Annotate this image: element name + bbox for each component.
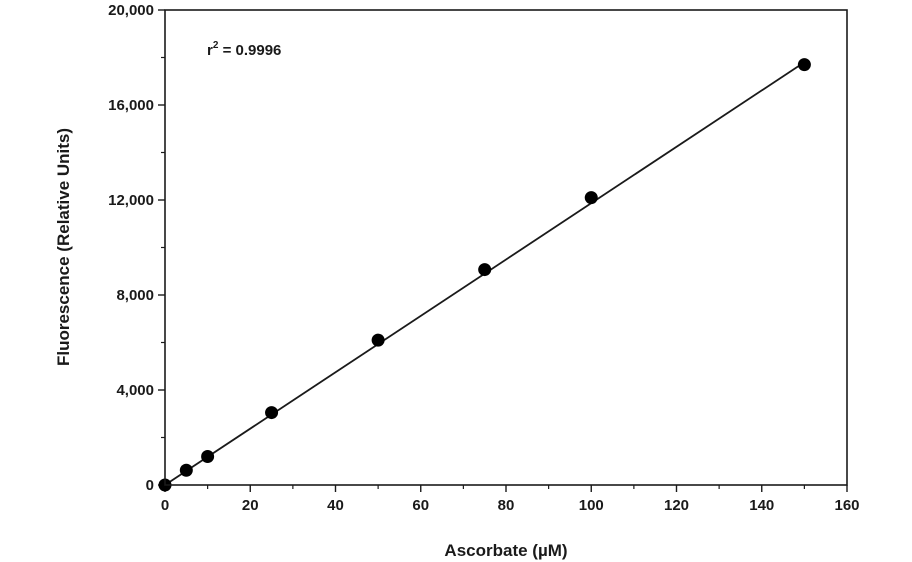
x-tick-label: 160 [834, 497, 859, 514]
y-tick-label: 0 [146, 477, 154, 494]
tick-labels: 0 20 40 60 80 100 120 140 160 0 4,000 8,000 12,000 16… [108, 2, 859, 514]
x-tick-label: 0 [161, 497, 169, 514]
x-tick-label: 40 [327, 497, 344, 514]
y-tick-label: 4,000 [116, 382, 154, 399]
x-tick-label: 20 [242, 497, 259, 514]
y-tick-label: 16,000 [108, 97, 154, 114]
x-tick-label: 100 [579, 497, 604, 514]
data-point [478, 263, 492, 277]
r-squared-superscript: 2 [213, 40, 219, 51]
r-squared-base: r [207, 42, 213, 59]
x-tick-label: 80 [498, 497, 515, 514]
y-axis-title: Fluorescence (Relative Units) [54, 128, 73, 366]
y-tick-label: 8,000 [116, 287, 154, 304]
data-point [371, 333, 385, 347]
y-tick-label: 12,000 [108, 192, 154, 209]
data-point [179, 463, 193, 477]
data-point [265, 406, 279, 420]
x-tick-label: 140 [749, 497, 774, 514]
x-tick-label: 120 [664, 497, 689, 514]
data-point [201, 450, 215, 463]
x-tick-label: 60 [412, 497, 429, 514]
data-points [158, 58, 811, 492]
axis-ticks [158, 9, 848, 492]
data-point [584, 191, 598, 205]
r-squared-value: = 0.9996 [218, 42, 281, 59]
x-axis-title: Ascorbate (µM) [444, 541, 567, 560]
y-tick-label: 20,000 [108, 2, 154, 19]
data-point [797, 58, 811, 72]
plot-frame [164, 9, 848, 486]
r-squared-annotation: r2 = 0.9996 [207, 40, 281, 59]
